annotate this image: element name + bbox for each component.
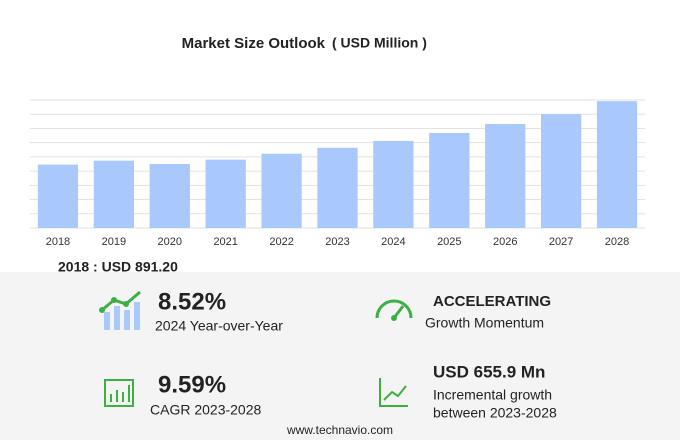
bar <box>373 140 414 228</box>
bar <box>205 159 246 228</box>
stat-value: ACCELERATING <box>433 293 551 310</box>
chart-subtitle: ( USD Million ) <box>332 35 427 51</box>
stat-label: 2024 Year-over-Year <box>155 318 283 334</box>
x-tick-label: 2027 <box>549 236 573 248</box>
bar <box>93 160 134 228</box>
x-tick-label: 2024 <box>381 236 405 248</box>
bar <box>596 101 638 228</box>
momentum-icon <box>375 299 413 321</box>
x-tick-label: 2025 <box>437 236 461 248</box>
stat-label: Growth Momentum <box>425 315 544 331</box>
x-tick-label: 2028 <box>605 236 629 248</box>
stats-panel <box>0 272 680 440</box>
stat-label: Incremental growth <box>433 387 552 403</box>
yoy-icon <box>99 290 141 330</box>
stat-label: CAGR 2023-2028 <box>150 402 262 418</box>
bar <box>317 147 358 228</box>
x-tick-label: 2020 <box>158 236 182 248</box>
x-tick-label: 2026 <box>493 236 517 248</box>
x-tick-label: 2021 <box>213 236 237 248</box>
x-tick-label: 2023 <box>325 236 349 248</box>
bar <box>485 124 526 228</box>
bar <box>261 153 302 228</box>
bar <box>429 132 470 228</box>
footer: www.technavio.com <box>286 423 393 437</box>
cagr-icon <box>104 379 134 407</box>
stat-value: 8.52% <box>158 288 226 315</box>
stat-value: USD 655.9 Mn <box>433 362 545 381</box>
bar <box>541 114 582 228</box>
chart-title: Market Size Outlook <box>182 35 326 52</box>
stat-value: 9.59% <box>158 371 226 398</box>
bar <box>149 164 190 228</box>
x-tick-label: 2018 <box>46 236 70 248</box>
bar <box>37 164 79 228</box>
incremental-icon <box>379 378 408 407</box>
stat-label: between 2023-2028 <box>433 405 557 421</box>
x-tick-label: 2019 <box>102 236 126 248</box>
x-tick-label: 2022 <box>269 236 293 248</box>
base-label: 2018 : USD 891.20 <box>58 259 178 275</box>
